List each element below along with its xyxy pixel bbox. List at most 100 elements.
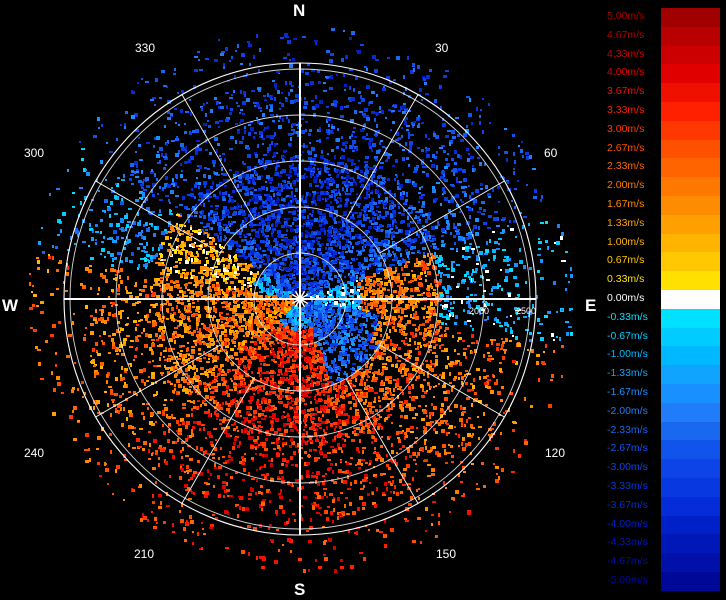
legend-label: -2.33m/s	[607, 423, 648, 436]
legend-row: 3.00m/s	[605, 120, 726, 140]
legend-label: 2.67m/s	[607, 141, 645, 154]
legend-swatch	[661, 102, 720, 121]
legend-row: -5.00m/s	[605, 572, 726, 591]
legend-row: 1.33m/s	[605, 214, 726, 234]
legend-row: 0.00m/s	[605, 290, 726, 309]
legend-swatch	[661, 346, 720, 366]
legend-row: -2.67m/s	[605, 440, 726, 460]
bearing-spoke	[379, 344, 505, 418]
legend-row: 4.00m/s	[605, 64, 726, 84]
legend-swatch	[661, 64, 720, 84]
legend-row: 3.33m/s	[605, 102, 726, 121]
south-label: S	[294, 580, 306, 599]
legend-label: 5.00m/s	[607, 10, 645, 22]
legend-label: 3.00m/s	[607, 122, 645, 135]
legend-swatch	[661, 327, 720, 347]
legend-swatch	[661, 214, 720, 234]
legend-swatch	[661, 572, 720, 591]
legend-row: -0.33m/s	[605, 308, 726, 328]
legend-row: -1.67m/s	[605, 384, 726, 403]
legend-label: 4.00m/s	[607, 66, 645, 79]
legend-row: -2.33m/s	[605, 421, 726, 441]
legend-row: -4.33m/s	[605, 534, 726, 554]
legend-row: -1.00m/s	[605, 346, 726, 366]
legend-row: 0.33m/s	[605, 271, 726, 291]
legend-label: 1.00m/s	[607, 235, 645, 248]
legend-swatch	[661, 177, 720, 197]
legend-swatch	[661, 290, 720, 309]
legend-swatch	[661, 196, 720, 215]
legend-label: -1.00m/s	[607, 348, 648, 361]
legend-label: -0.67m/s	[607, 329, 648, 342]
legend-label: -3.67m/s	[607, 498, 648, 511]
north-label: N	[293, 1, 306, 20]
bearing-210-label: 210	[134, 547, 155, 561]
legend-row: 2.33m/s	[605, 158, 726, 178]
legend-swatch	[661, 252, 720, 272]
legend-label: -4.33m/s	[607, 536, 648, 549]
legend-label: -1.33m/s	[607, 367, 648, 380]
legend-swatch	[661, 26, 720, 46]
bearing-spoke	[181, 378, 255, 504]
bearing-300-label: 300	[24, 146, 45, 160]
legend-swatch	[661, 158, 720, 178]
range-2000-label: 2000	[469, 306, 490, 316]
legend-label: -4.00m/s	[607, 517, 648, 530]
range-2500-label: 2500	[516, 306, 537, 316]
legend-row: 0.67m/s	[605, 252, 726, 272]
compass-axes	[64, 63, 536, 535]
legend-label: -5.00m/s	[607, 574, 648, 586]
legend-label: 0.67m/s	[607, 254, 645, 267]
legend-swatch	[661, 440, 720, 460]
center-marker	[291, 293, 309, 305]
legend-swatch	[661, 459, 720, 479]
legend-swatch	[661, 534, 720, 554]
legend-label: -1.67m/s	[607, 386, 648, 398]
legend-row: 1.00m/s	[605, 233, 726, 253]
bearing-spoke	[181, 94, 255, 220]
legend-row: -3.67m/s	[605, 496, 726, 516]
legend-label: -3.33m/s	[607, 480, 648, 492]
legend-label: 0.00m/s	[607, 292, 645, 304]
legend-label: 2.00m/s	[607, 179, 645, 192]
legend-row: 5.00m/s	[605, 8, 726, 27]
legend-row: 3.67m/s	[605, 83, 726, 103]
legend-row: -4.67m/s	[605, 553, 726, 573]
legend-row: 2.67m/s	[605, 139, 726, 159]
legend-row: -4.00m/s	[605, 515, 726, 535]
west-label: W	[2, 296, 19, 315]
bearing-spoke	[345, 94, 419, 220]
legend-row: 4.33m/s	[605, 45, 726, 65]
legend-row: 4.67m/s	[605, 26, 726, 46]
legend-swatch	[661, 402, 720, 422]
legend-swatch	[661, 515, 720, 535]
legend-swatch	[661, 271, 720, 291]
bearing-60-label: 60	[544, 146, 558, 160]
legend-label: -0.33m/s	[607, 310, 648, 323]
bearing-spoke	[379, 180, 505, 254]
legend-label: -2.67m/s	[607, 442, 648, 455]
legend-label: 4.67m/s	[607, 28, 645, 41]
bearing-spokes	[95, 94, 505, 504]
legend-label: -4.67m/s	[607, 555, 648, 568]
legend-swatch	[661, 139, 720, 159]
bearing-spoke	[95, 344, 221, 418]
legend-label: 2.33m/s	[607, 160, 645, 173]
legend-row: -3.33m/s	[605, 478, 726, 497]
east-label: E	[585, 296, 597, 315]
legend-swatch	[661, 496, 720, 516]
legend-row: 2.00m/s	[605, 177, 726, 197]
legend-row: -0.67m/s	[605, 327, 726, 347]
velocity-colorbar: 5.00m/s 4.67m/s 4.33m/s 4.00m/s 3.67m/s 3.33m…	[605, 8, 726, 592]
bearing-330-label: 330	[135, 41, 156, 55]
legend-swatch	[661, 384, 720, 403]
legend-row: -3.00m/s	[605, 459, 726, 479]
legend-row: 1.67m/s	[605, 196, 726, 215]
legend-label: -2.00m/s	[607, 404, 648, 417]
legend-swatch	[661, 553, 720, 573]
legend-swatch	[661, 478, 720, 497]
legend-swatch	[661, 8, 720, 27]
legend-row: -2.00m/s	[605, 402, 726, 422]
legend-label: -3.00m/s	[607, 461, 648, 474]
legend-row: -1.33m/s	[605, 365, 726, 385]
